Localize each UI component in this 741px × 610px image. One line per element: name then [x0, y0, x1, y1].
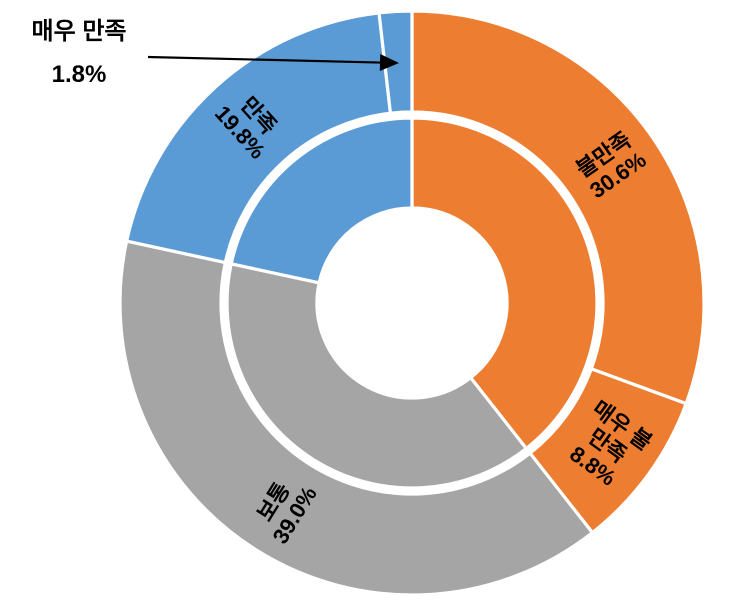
inner-ring-segment-neutral	[225, 261, 529, 490]
outer-ring-segment-dissatisfied	[410, 9, 706, 406]
callout-arrow-head	[379, 54, 399, 72]
very-satisfied-callout: 매우 만족 1.8%	[6, 10, 152, 96]
inner-ring-segment-dissatisfied	[410, 116, 599, 451]
outer-ring-segment-neutral	[118, 239, 595, 597]
callout-arrow-line	[147, 55, 381, 64]
outer-ring-segment-satisfied	[124, 11, 393, 265]
inner-ring-segment-satisfied	[229, 116, 414, 285]
very-satisfied-callout-value: 1.8%	[51, 61, 107, 88]
very-satisfied-callout-category: 매우 만족	[31, 18, 127, 45]
